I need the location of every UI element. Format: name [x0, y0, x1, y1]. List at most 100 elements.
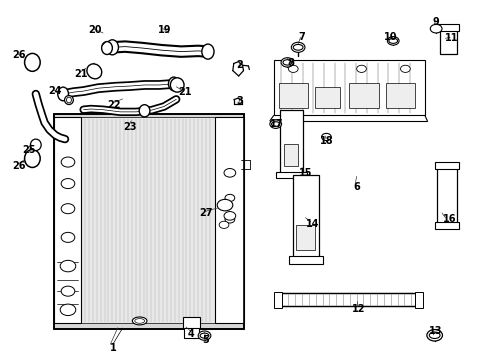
Circle shape [429, 24, 441, 33]
Text: 5: 5 [202, 334, 208, 345]
Bar [215, 117, 244, 323]
Bar [273, 292, 281, 308]
Text: 21: 21 [178, 87, 191, 97]
Ellipse shape [87, 64, 102, 79]
Ellipse shape [66, 97, 71, 103]
Circle shape [61, 232, 75, 242]
Ellipse shape [170, 78, 183, 92]
Circle shape [198, 331, 210, 340]
Bar [54, 117, 81, 323]
Bar [277, 293, 418, 306]
Bar [385, 83, 414, 108]
Bar [348, 83, 378, 108]
Bar [275, 172, 306, 178]
Ellipse shape [106, 40, 118, 55]
Ellipse shape [139, 105, 150, 117]
Text: 17: 17 [269, 120, 283, 129]
Bar [436, 24, 458, 31]
Ellipse shape [30, 139, 41, 150]
Bar [414, 292, 422, 308]
Bar [279, 110, 303, 173]
Bar [296, 225, 314, 250]
Circle shape [217, 199, 232, 211]
Circle shape [291, 42, 305, 52]
Circle shape [386, 37, 398, 45]
Text: 21: 21 [74, 69, 88, 79]
Text: 23: 23 [123, 122, 136, 132]
Text: 4: 4 [187, 329, 194, 339]
Circle shape [60, 304, 76, 316]
Text: 7: 7 [298, 32, 305, 41]
Circle shape [224, 168, 235, 177]
Text: 1: 1 [109, 343, 116, 353]
Ellipse shape [388, 39, 397, 43]
Circle shape [400, 65, 409, 72]
Ellipse shape [293, 44, 303, 50]
Bar [434, 222, 458, 229]
Circle shape [356, 65, 366, 72]
Ellipse shape [271, 122, 279, 126]
Text: 3: 3 [236, 96, 243, 106]
Circle shape [219, 221, 228, 228]
Circle shape [269, 120, 281, 129]
Text: 19: 19 [158, 25, 171, 35]
Circle shape [426, 329, 442, 341]
Bar [183, 328, 198, 338]
Circle shape [321, 134, 330, 140]
Bar [283, 144, 298, 166]
Ellipse shape [168, 77, 179, 91]
Ellipse shape [202, 44, 214, 59]
Circle shape [60, 260, 76, 272]
Ellipse shape [58, 87, 68, 101]
Text: 18: 18 [319, 136, 332, 145]
Text: 15: 15 [298, 168, 311, 178]
Bar [278, 83, 307, 108]
Circle shape [61, 157, 75, 167]
Ellipse shape [24, 53, 40, 71]
Bar [289, 256, 322, 264]
Circle shape [224, 212, 235, 220]
Circle shape [288, 65, 298, 72]
Text: 14: 14 [305, 219, 319, 229]
Text: 25: 25 [22, 145, 36, 155]
Bar [436, 166, 456, 223]
Text: 16: 16 [442, 215, 455, 224]
Bar [54, 114, 244, 329]
Text: 11: 11 [444, 33, 458, 43]
Bar [277, 293, 418, 306]
Bar [293, 175, 318, 257]
Text: 8: 8 [287, 58, 294, 68]
Bar [54, 114, 244, 329]
Circle shape [281, 58, 293, 67]
Circle shape [61, 179, 75, 189]
Bar [182, 318, 199, 329]
Ellipse shape [283, 60, 291, 65]
Ellipse shape [428, 332, 439, 338]
Text: 22: 22 [107, 100, 121, 110]
Text: 26: 26 [13, 161, 26, 171]
Text: 6: 6 [352, 182, 359, 192]
Circle shape [61, 204, 75, 214]
Text: 10: 10 [383, 32, 397, 41]
Text: 20: 20 [88, 25, 102, 35]
Text: 9: 9 [432, 17, 439, 27]
Ellipse shape [132, 317, 147, 325]
Circle shape [224, 216, 234, 223]
Circle shape [61, 286, 75, 296]
Ellipse shape [24, 149, 40, 167]
Text: 27: 27 [199, 208, 213, 218]
Bar [315, 87, 339, 108]
Ellipse shape [200, 333, 208, 338]
Circle shape [224, 194, 234, 202]
Bar [439, 28, 456, 54]
Text: 12: 12 [352, 304, 365, 314]
Text: 24: 24 [48, 86, 62, 96]
Text: 2: 2 [236, 60, 243, 70]
Text: 13: 13 [428, 326, 442, 336]
Ellipse shape [64, 95, 73, 104]
Ellipse shape [102, 41, 112, 54]
Bar [273, 60, 424, 116]
Text: 26: 26 [13, 50, 26, 60]
Ellipse shape [135, 319, 144, 323]
Bar [81, 117, 215, 323]
